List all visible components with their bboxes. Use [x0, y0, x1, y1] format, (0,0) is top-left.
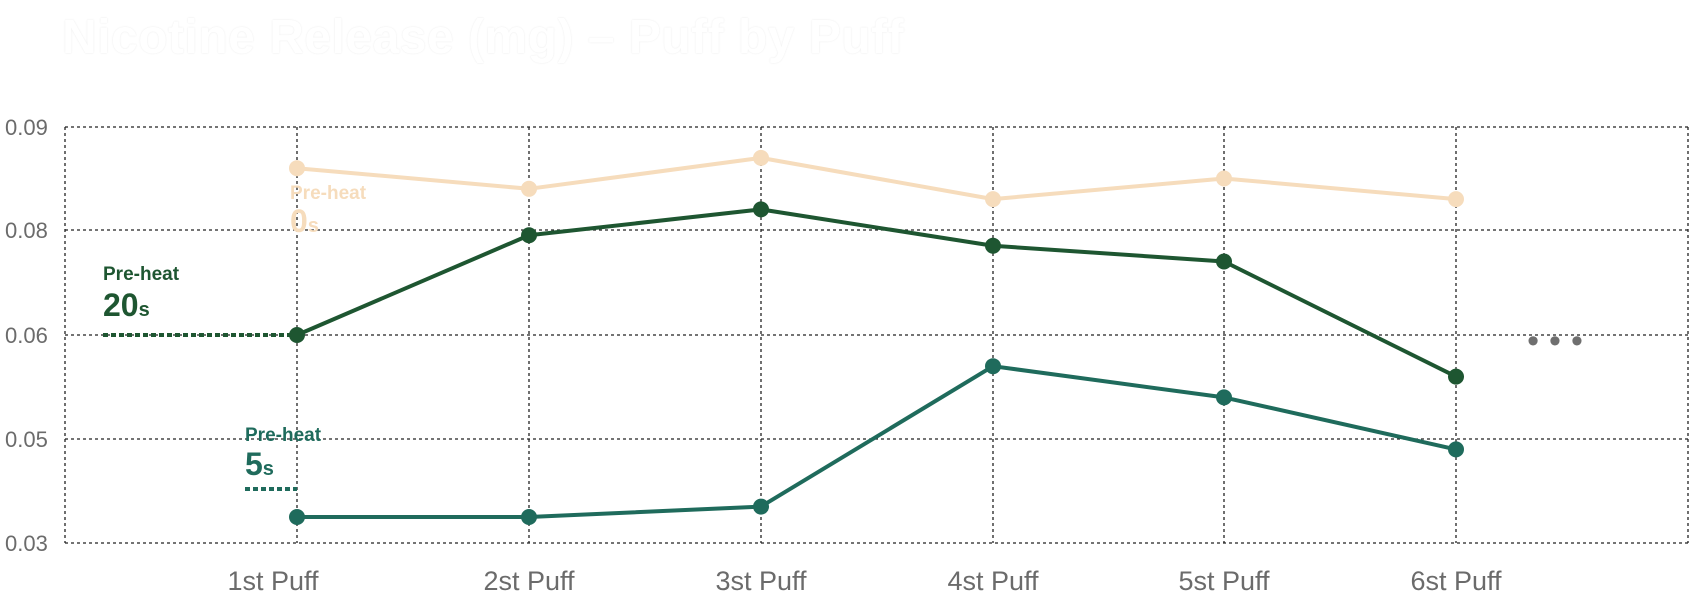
x-tick-labels: 1st Puff 2st Puff 3st Puff 4st Puff 5st Puff… [227, 566, 1502, 596]
series-label: Pre-heat [245, 425, 322, 446]
data-point [1216, 253, 1232, 270]
y-tick-label: 0.08 [5, 218, 48, 243]
series-label-value: 0s [290, 203, 319, 239]
chart-title: Nicotine Release (mg) – Puff by Puff [62, 11, 905, 64]
series-label: Pre-heat [103, 264, 180, 285]
data-point [521, 180, 537, 197]
data-point [985, 237, 1001, 254]
continuation-dots: ••• [1527, 322, 1593, 360]
x-tick-label: 6st Puff [1410, 566, 1502, 596]
data-point [985, 191, 1001, 208]
x-tick-label: 1st Puff [227, 566, 319, 596]
x-tick-label: 3st Puff [715, 566, 807, 596]
series-line [296, 207, 1457, 379]
series-label: Pre-heat [290, 183, 367, 204]
data-point [521, 227, 537, 244]
data-point [1448, 368, 1464, 385]
x-tick-label: 4st Puff [947, 566, 1039, 596]
y-tick-label: 0.06 [5, 323, 48, 348]
series-lines [289, 149, 1464, 525]
series-label-value: 5s [245, 446, 274, 482]
data-point [753, 201, 769, 218]
data-point [753, 498, 769, 515]
data-point [521, 509, 537, 525]
data-point [1216, 170, 1232, 187]
data-point [753, 149, 769, 166]
series-line [297, 364, 1457, 519]
series-label-value: 20s [103, 287, 150, 323]
data-point [1448, 441, 1464, 458]
x-tick-label: 5st Puff [1178, 566, 1270, 596]
data-point [289, 160, 305, 177]
continuation-marker: ••• [1527, 322, 1593, 360]
y-tick-label: 0.09 [5, 115, 48, 140]
y-tick-label: 0.05 [5, 427, 48, 452]
data-point [1448, 191, 1464, 208]
series-line [296, 155, 1457, 202]
x-tick-label: 2st Puff [483, 566, 575, 596]
data-point [289, 509, 305, 525]
data-point [985, 358, 1001, 375]
y-tick-labels: 0.03 0.05 0.06 0.08 0.09 [5, 115, 48, 556]
y-tick-label: 0.03 [5, 531, 48, 556]
data-point [1216, 389, 1232, 406]
